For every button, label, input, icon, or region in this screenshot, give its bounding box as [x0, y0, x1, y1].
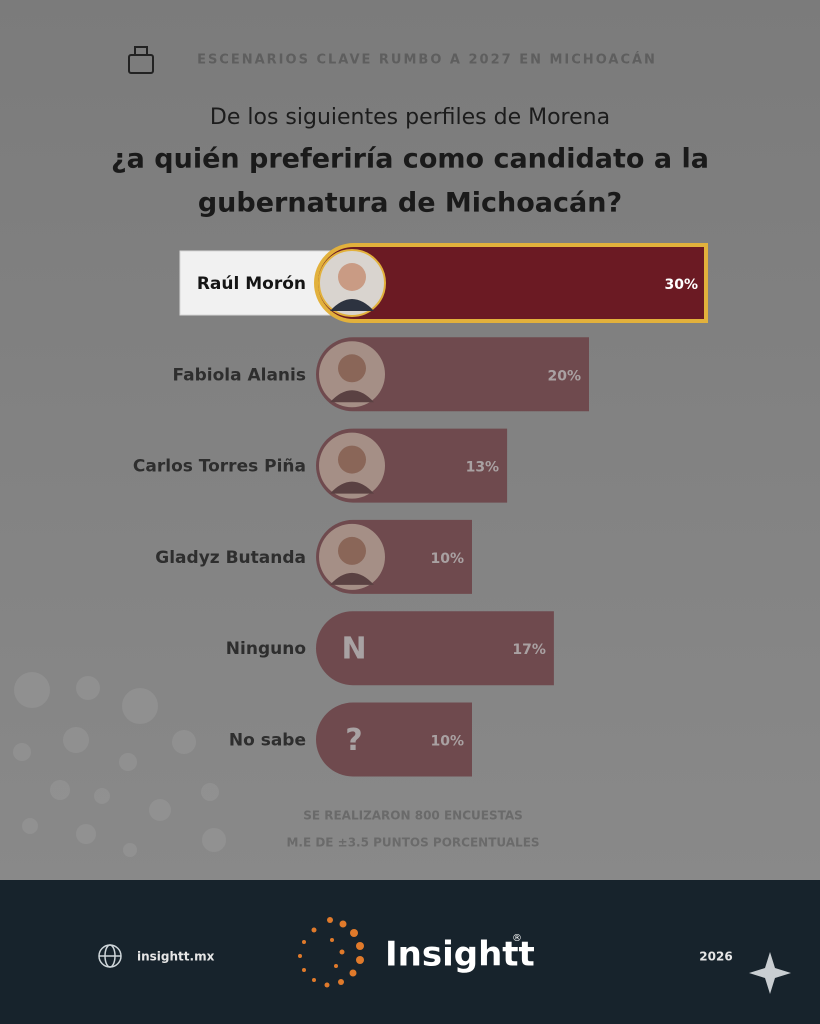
brand: Insightt [385, 935, 535, 975]
photo-face [338, 445, 366, 474]
value-label: 13% [466, 460, 500, 476]
logo [298, 917, 364, 988]
value-label: 30% [664, 277, 698, 293]
value-label: 20% [547, 368, 581, 384]
category-label: Carlos Torres Piña [133, 457, 306, 477]
value-label: 10% [430, 734, 464, 750]
note: SE REALIZARON 800 ENCUESTAS [303, 809, 523, 823]
website: insightt.mx [137, 950, 215, 964]
title: ¿a quién preferiría como candidato a la [111, 144, 709, 175]
footer [0, 880, 820, 1024]
bar [316, 611, 554, 686]
category-label: Fabiola Alanis [173, 365, 307, 385]
photo-face [338, 263, 366, 291]
decor-dots [13, 672, 226, 857]
category-label: Gladyz Butanda [155, 548, 306, 568]
title: gubernatura de Michoacán? [198, 188, 622, 219]
bar [316, 337, 589, 412]
globe-icon [98, 944, 122, 968]
highlight-label-box [179, 250, 331, 316]
photo-face [338, 536, 366, 565]
year: 2026 [699, 950, 732, 964]
photo-body [330, 299, 374, 311]
photo-body [330, 572, 374, 585]
bar [316, 702, 472, 777]
bar-icon: N [341, 632, 366, 667]
category-label: Raúl Morón [197, 274, 306, 294]
category-label: Ninguno [226, 639, 306, 659]
value-label: 17% [512, 642, 546, 658]
photo-body [330, 481, 374, 494]
brand-mark: ® [512, 933, 522, 944]
bar [314, 243, 708, 323]
category-label: No sabe [229, 731, 306, 751]
sparkle [749, 952, 791, 994]
value-label: 10% [430, 551, 464, 567]
note: M.E DE ±3.5 PUNTOS PORCENTUALES [286, 836, 539, 850]
subtitle: De los siguientes perfiles de Morena [210, 105, 610, 130]
header: ESCENARIOS CLAVE RUMBO A 2027 EN MICHOAC… [197, 52, 657, 68]
photo-body [330, 390, 374, 403]
ballot-icon [128, 46, 154, 74]
bar-icon: ? [345, 723, 362, 758]
photo-face [338, 354, 366, 383]
